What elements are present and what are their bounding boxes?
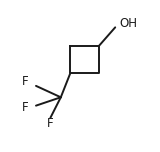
Text: F: F (21, 75, 28, 88)
Text: OH: OH (119, 17, 137, 30)
Text: F: F (21, 101, 28, 114)
Text: F: F (47, 117, 54, 130)
